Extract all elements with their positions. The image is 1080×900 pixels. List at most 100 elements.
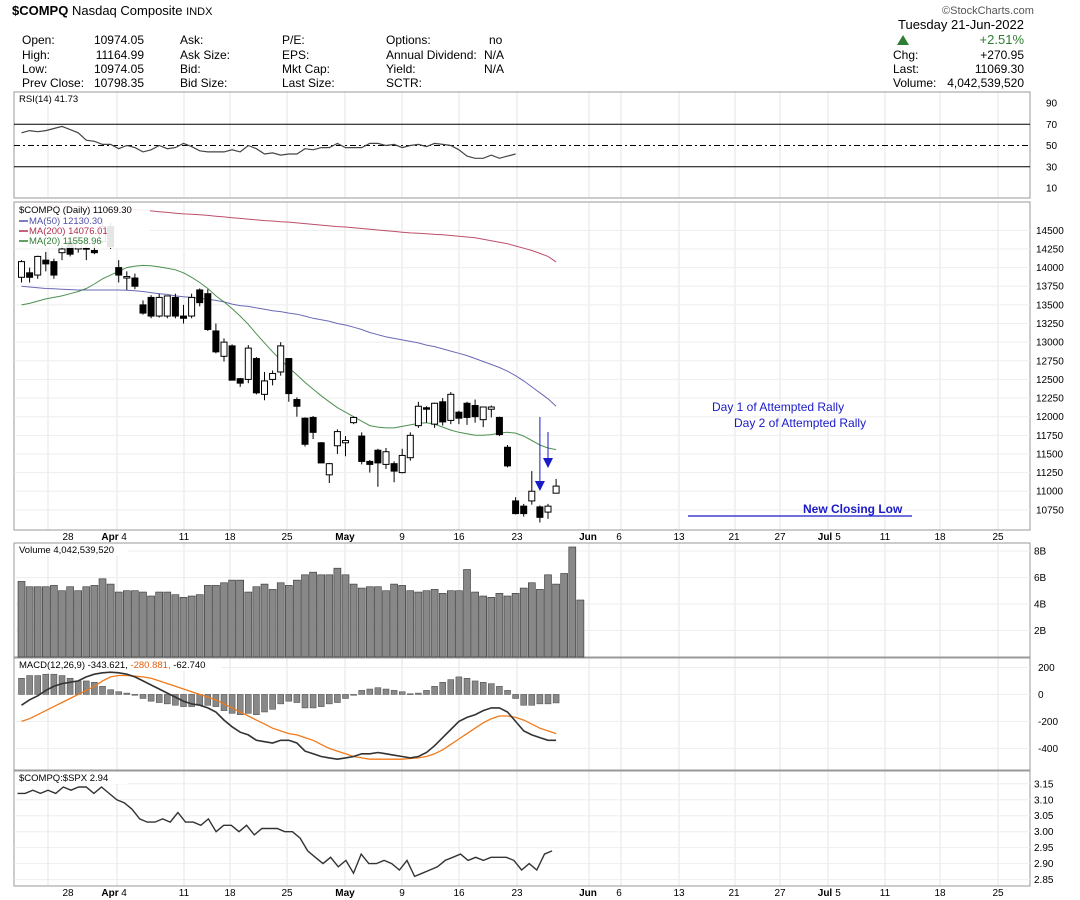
volume-bar (527, 582, 536, 658)
volume-bar (179, 597, 188, 658)
candle-down (196, 289, 204, 304)
candle-up (382, 451, 390, 465)
candle-down (471, 405, 479, 418)
macd-histogram-bar (155, 694, 163, 703)
volume-tick-label: 8B (1034, 546, 1047, 557)
watermark: ©StockCharts.com (942, 5, 1034, 17)
options-value: no (489, 33, 503, 47)
macd-histogram-bar (50, 673, 58, 695)
rsi-tick-label: 10 (1046, 184, 1058, 195)
x-axis-label: Apr (101, 888, 118, 899)
volume-bar (123, 590, 131, 658)
price-tick-label: 11000 (1036, 487, 1064, 498)
volume-bar (349, 583, 358, 658)
volume-tick-label: 2B (1034, 626, 1047, 637)
volume-bar (568, 546, 577, 658)
volume-bar (503, 595, 512, 658)
macd-histogram-bar (366, 688, 374, 695)
symbol-line: $COMPQ Nasdaq Composite INDX (12, 4, 212, 19)
volume-bar (382, 590, 390, 658)
x-axis-label: 28 (62, 532, 74, 543)
candle-up (342, 440, 349, 444)
volume-bar (228, 579, 236, 658)
volume-label-bg (16, 544, 128, 556)
x-axis-label: 16 (453, 888, 465, 899)
macd-label-part: -62.740 (173, 660, 205, 671)
candle-up (269, 372, 277, 380)
candle-up (479, 406, 487, 421)
volume-label: Volume: (893, 76, 937, 90)
quote-header: $COMPQ Nasdaq Composite INDX ©StockChart… (0, 0, 1080, 92)
last-size-label: Last Size: (282, 76, 335, 90)
volume-bar (220, 582, 228, 658)
macd-signal-line (21, 674, 557, 760)
up-arrow-icon (897, 35, 909, 45)
volume-bar (317, 574, 326, 658)
volume-bar (511, 593, 520, 658)
volume-bar (576, 599, 585, 658)
ratio-label-bg (16, 772, 128, 784)
x-axis-label: 27 (774, 532, 786, 543)
macd-histogram-bar (471, 680, 479, 695)
macd-histogram-bar (374, 687, 382, 695)
mkt-cap-label: Mkt Cap: (282, 62, 331, 76)
eps-label: EPS: (282, 48, 310, 62)
candle-down (536, 506, 544, 518)
candle-down (358, 435, 366, 462)
price-tick-label: 11750 (1036, 431, 1064, 442)
annotation-arrowhead-day2 (543, 458, 553, 468)
ratio-tick-label: 3.10 (1034, 795, 1054, 806)
volume-tick-label: 4B (1034, 599, 1047, 610)
macd-histogram-bar (172, 694, 179, 706)
low-label: Low: (22, 62, 48, 76)
x-axis-label: 11 (880, 532, 891, 543)
bid-label: Bid: (180, 62, 201, 76)
rsi-tick-label: 70 (1046, 120, 1058, 131)
macd-histogram-bar (123, 692, 131, 695)
price-tick-label: 12500 (1036, 375, 1064, 386)
candle-down (26, 272, 34, 278)
candle-up (277, 345, 285, 373)
macd-histogram-bar (447, 679, 455, 695)
macd-histogram-bar (228, 694, 236, 714)
price-ma20-line (21, 264, 557, 451)
yield-label: Yield: (386, 62, 416, 76)
price-tick-label: 13500 (1036, 300, 1064, 311)
volume-bar (495, 593, 504, 658)
volume-bar (187, 595, 196, 658)
macd-histogram-bar (66, 677, 74, 695)
volume-bar (309, 571, 317, 658)
candle-down (171, 296, 179, 317)
candle-up (544, 505, 552, 513)
macd-histogram-bar (204, 694, 212, 706)
macd-histogram-bar (245, 694, 252, 714)
rsi-tick-label: 30 (1046, 162, 1058, 173)
macd-line (21, 671, 557, 761)
ma-legend-label: MA(50) 12130.30 (29, 216, 102, 227)
candle-up (244, 347, 252, 380)
price-label: $COMPQ (Daily) 11069.30 (19, 205, 132, 216)
candle-up (487, 406, 495, 410)
price-legend-bg (16, 203, 150, 248)
x-axis-label: 18 (224, 888, 236, 899)
macd-histogram-bar (147, 694, 155, 702)
high-value: 11164.99 (95, 48, 144, 62)
candle-up (58, 248, 66, 254)
macd-histogram-bar (309, 694, 317, 709)
price-tick-label: 14000 (1036, 263, 1064, 274)
macd-histogram-bar (107, 689, 114, 695)
chg-label: Chg: (893, 48, 919, 62)
rsi-label-bg (16, 93, 92, 105)
candle-down (131, 277, 139, 287)
candle-down (180, 315, 187, 319)
volume-bar (438, 593, 447, 658)
open-value: 10974.05 (93, 33, 144, 47)
price-tick-label: 13250 (1036, 319, 1064, 330)
volume-bar (471, 591, 479, 658)
macd-label: MACD(12,26,9) -343.621, -280.881, -62.74… (19, 660, 205, 671)
annual-dividend-label: Annual Dividend: (386, 48, 477, 62)
macd-histogram-bar (504, 690, 511, 695)
candle-down (301, 417, 309, 445)
volume-bar (106, 583, 115, 658)
